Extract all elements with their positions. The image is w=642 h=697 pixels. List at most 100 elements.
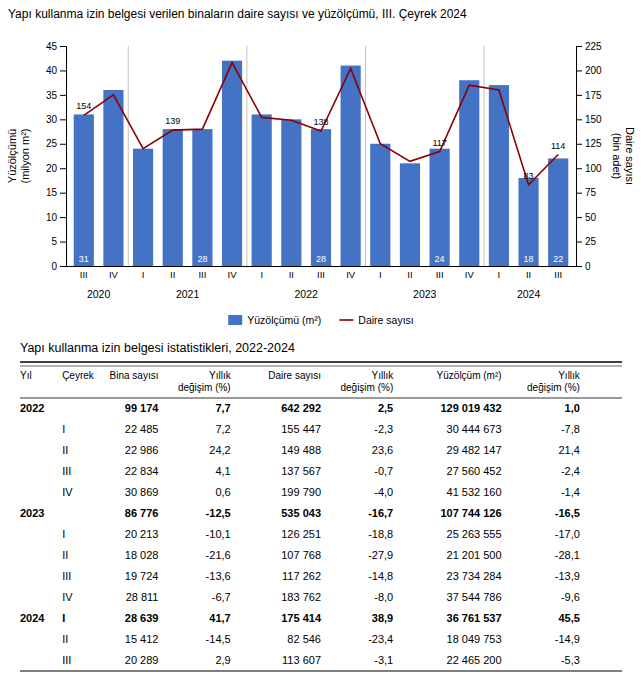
tick-mark bbox=[576, 95, 582, 96]
tick-mark bbox=[576, 217, 582, 218]
data-label: 117 bbox=[432, 138, 446, 148]
tick-label: I bbox=[142, 269, 145, 280]
bar bbox=[252, 114, 272, 266]
tick-label: I bbox=[260, 269, 263, 280]
tick-mark bbox=[576, 266, 582, 267]
tick: 50 bbox=[576, 212, 597, 223]
table-cell: -13,6 bbox=[206, 570, 231, 582]
table-cell: 38,9 bbox=[372, 612, 393, 624]
table-cell: 129 019 432 bbox=[440, 402, 501, 414]
tick: 45 bbox=[46, 41, 66, 52]
table-cell: I bbox=[62, 612, 65, 624]
tick-label: 75 bbox=[585, 187, 597, 198]
table-cell: 535 043 bbox=[281, 507, 321, 519]
table-cell: 199 790 bbox=[281, 486, 321, 498]
bar bbox=[311, 129, 331, 266]
tick-label: 150 bbox=[585, 114, 602, 125]
table-cell: 107 768 bbox=[281, 549, 321, 561]
tick: 75 bbox=[576, 187, 597, 198]
tick-label: III bbox=[554, 269, 562, 280]
table-cell: -27,9 bbox=[368, 549, 393, 561]
tick-label: III bbox=[317, 269, 325, 280]
table-cell: 126 251 bbox=[281, 528, 321, 540]
tick-label: II bbox=[407, 269, 412, 280]
legend-item: Daire sayısı bbox=[339, 314, 413, 326]
data-labels: 31282824182215413913811783114 bbox=[76, 101, 565, 264]
table-cell: II bbox=[62, 444, 68, 456]
table-cell: -21,6 bbox=[206, 549, 231, 561]
tick: 25 bbox=[576, 236, 597, 247]
table-cell: 36 761 537 bbox=[447, 612, 502, 624]
tick-mark bbox=[60, 46, 66, 47]
text-line: Daire sayısı bbox=[268, 370, 321, 381]
tick: I bbox=[498, 266, 501, 280]
data-label: 139 bbox=[165, 116, 180, 126]
tick-mark bbox=[60, 70, 66, 71]
table-cell: -8,0 bbox=[374, 591, 393, 603]
y-axis-title: Yüzölçümü(milyon m²) bbox=[6, 129, 31, 184]
tick-label: 0 bbox=[585, 261, 591, 272]
tick-label: II bbox=[170, 269, 175, 280]
group-separator bbox=[365, 46, 366, 266]
table-cell: I bbox=[62, 423, 65, 435]
tick: 125 bbox=[576, 138, 602, 149]
tick: 225 bbox=[576, 41, 602, 52]
tick: 5 bbox=[51, 236, 66, 247]
table-header: Yıl bbox=[20, 370, 32, 381]
table-cell: -23,4 bbox=[368, 633, 393, 645]
table-cell: 2,5 bbox=[378, 402, 393, 414]
tick: II bbox=[289, 266, 294, 280]
table-cell: -5,3 bbox=[561, 654, 580, 666]
text-line: Yüzölçüm (m²) bbox=[437, 370, 502, 381]
group-separator bbox=[128, 46, 129, 266]
table-cell: II bbox=[62, 633, 68, 645]
tick-label: III bbox=[80, 269, 88, 280]
text-line: Daire sayısı bbox=[624, 127, 636, 185]
table-cell: 28 639 bbox=[125, 612, 159, 624]
axis-line bbox=[577, 47, 583, 267]
tick-mark bbox=[60, 95, 66, 96]
tick-mark bbox=[60, 217, 66, 218]
tick: 30 bbox=[46, 114, 66, 125]
tick: II bbox=[407, 266, 412, 280]
table-cell: -16,7 bbox=[368, 507, 393, 519]
bar bbox=[281, 119, 301, 266]
y-axis: 051015202530354045 bbox=[46, 41, 67, 272]
table-cell: 21 201 500 bbox=[447, 549, 502, 561]
data-label: 28 bbox=[316, 254, 326, 264]
tick-mark bbox=[60, 266, 66, 267]
table-cell: 2,9 bbox=[215, 654, 230, 666]
bar bbox=[74, 114, 94, 266]
tick-mark bbox=[60, 242, 66, 243]
table-cell: 175 414 bbox=[281, 612, 322, 624]
legend: Yüzölçümü (m²)Daire sayısı bbox=[228, 314, 414, 326]
tick-label: 50 bbox=[585, 212, 597, 223]
tick-label: 30 bbox=[46, 114, 58, 125]
plot-area bbox=[74, 46, 569, 266]
table-cell: -28,1 bbox=[555, 549, 580, 561]
table-header: Bina sayısı bbox=[110, 370, 159, 381]
tick: I bbox=[142, 266, 145, 280]
table-cell: 22 485 bbox=[125, 423, 159, 435]
table-rule bbox=[20, 366, 622, 367]
table-cell: 117 262 bbox=[282, 570, 321, 582]
tick: 175 bbox=[576, 90, 602, 101]
group-label: 2023 bbox=[413, 288, 437, 300]
tick: 150 bbox=[576, 114, 602, 125]
table-rule bbox=[20, 398, 622, 399]
tick: II bbox=[170, 266, 175, 280]
table-header: Daire sayısı bbox=[268, 370, 321, 381]
tick-mark bbox=[60, 168, 66, 169]
text-line: Yıllık bbox=[558, 370, 581, 381]
table-cell: 86 776 bbox=[125, 507, 159, 519]
table-cell: III bbox=[62, 570, 71, 582]
tick-label: 15 bbox=[46, 187, 58, 198]
tick: 0 bbox=[576, 261, 591, 272]
table-cell: III bbox=[62, 465, 71, 477]
table-cell: -3,1 bbox=[374, 654, 393, 666]
data-label: 18 bbox=[524, 254, 534, 264]
text-line: Çeyrek bbox=[62, 370, 95, 381]
group-label: 2020 bbox=[87, 288, 111, 300]
tick: IV bbox=[465, 266, 475, 280]
tick: I bbox=[379, 266, 382, 280]
